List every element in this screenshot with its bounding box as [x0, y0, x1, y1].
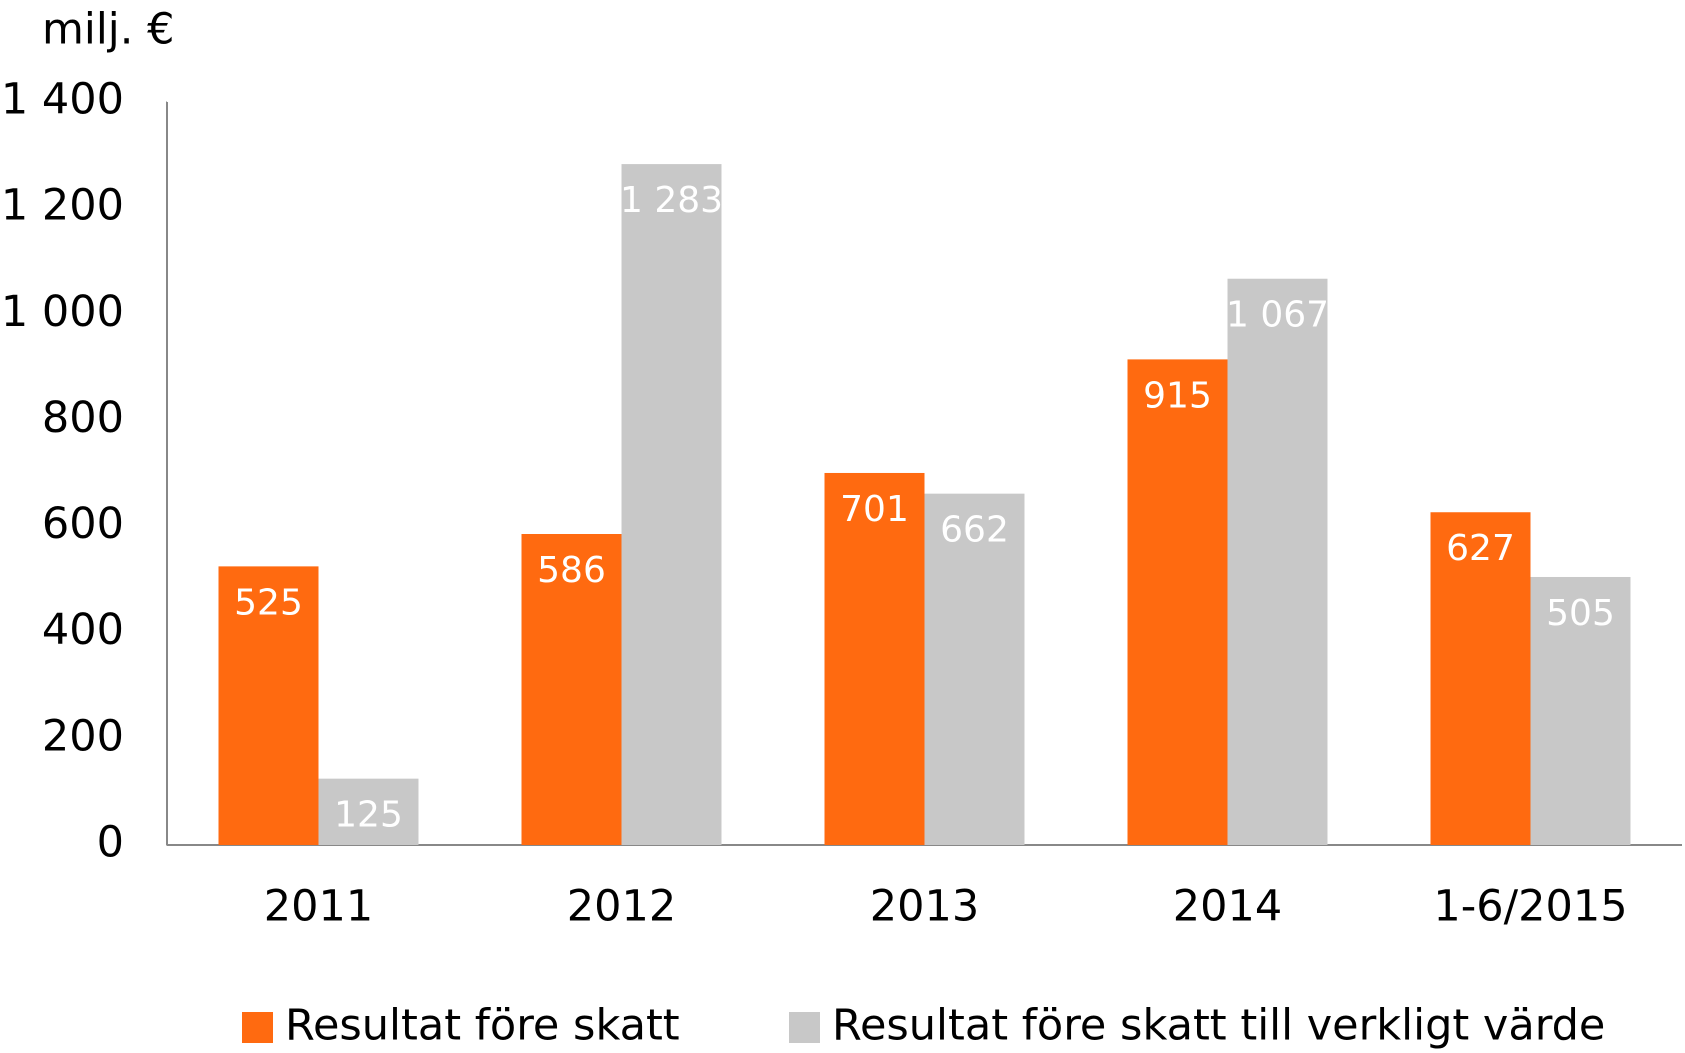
value-label: 586	[537, 550, 606, 591]
x-tick-label: 2011	[264, 882, 373, 932]
y-tick-label: 400	[42, 605, 124, 655]
bar	[318, 778, 419, 845]
y-tick-label: 0	[97, 818, 124, 868]
bar	[924, 493, 1025, 845]
bar	[1530, 576, 1631, 845]
y-tick-label: 1 400	[1, 75, 124, 125]
x-tick-label: 2013	[870, 882, 979, 932]
legend-swatch	[242, 1012, 273, 1043]
value-label: 525	[234, 582, 303, 623]
value-label: 627	[1446, 528, 1515, 569]
legend-swatch	[789, 1012, 820, 1043]
bar	[521, 534, 622, 845]
x-tick-label: 2014	[1173, 882, 1282, 932]
bar	[218, 566, 319, 845]
y-tick-label: 800	[42, 393, 124, 443]
y-tick-label: 600	[42, 499, 124, 549]
legend-label: Resultat före skatt	[285, 1001, 680, 1051]
value-label: 505	[1546, 593, 1615, 634]
legend-label: Resultat före skatt till verkligt värde	[832, 1001, 1605, 1051]
bar	[621, 164, 722, 845]
x-tick-label: 2012	[567, 882, 676, 932]
bar	[1430, 512, 1531, 845]
value-label: 1 283	[620, 180, 723, 221]
value-label: 1 067	[1226, 295, 1329, 336]
y-axis-unit: milj. €	[42, 5, 174, 55]
bar	[1227, 278, 1328, 845]
y-tick-label: 1 200	[1, 181, 124, 231]
y-tick-label: 200	[42, 711, 124, 761]
value-label: 701	[840, 489, 909, 530]
y-tick-label: 1 000	[1, 287, 124, 337]
value-label: 915	[1143, 375, 1212, 416]
bar	[1127, 359, 1228, 845]
x-tick-label: 1-6/2015	[1433, 882, 1627, 932]
value-label: 662	[940, 510, 1009, 551]
bar	[824, 472, 925, 845]
value-label: 125	[334, 795, 403, 836]
